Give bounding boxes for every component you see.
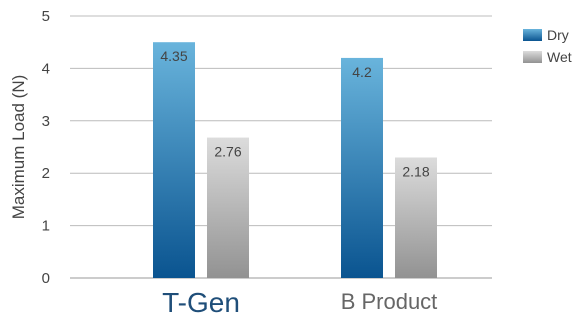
category-labels: T-Gen B Product: [162, 287, 437, 318]
y-axis-label: Maximum Load (N): [9, 75, 28, 220]
y-tick-label: 4: [42, 60, 50, 77]
legend-swatch-wet: [523, 51, 542, 63]
bar-dry-t-gen: [153, 42, 195, 279]
category-label: B Product: [341, 289, 438, 314]
bar-dry-b-product: [341, 57, 383, 278]
value-label: 2.76: [214, 144, 241, 160]
legend-label-dry: Dry: [547, 27, 569, 43]
value-label: 4.35: [160, 48, 187, 64]
y-tick-label: 3: [42, 113, 50, 130]
legend-swatch-dry: [523, 29, 542, 41]
y-tick-label: 2: [42, 165, 50, 182]
legend-label-wet: Wet: [547, 49, 572, 65]
y-tick-label: 1: [42, 218, 50, 235]
bar-wet-t-gen: [207, 137, 249, 278]
value-label: 4.2: [352, 64, 372, 80]
y-tick-label: 5: [42, 8, 50, 25]
category-label: T-Gen: [162, 287, 240, 318]
y-tick-labels: 0 1 2 3 4 5: [42, 8, 50, 287]
bars: [153, 42, 437, 279]
value-label: 2.18: [402, 163, 429, 179]
value-labels: 4.35 2.76 4.2 2.18: [160, 48, 429, 179]
legend: Dry Wet: [523, 27, 572, 65]
bar-wet-b-product: [395, 157, 437, 278]
y-tick-label: 0: [42, 270, 50, 287]
